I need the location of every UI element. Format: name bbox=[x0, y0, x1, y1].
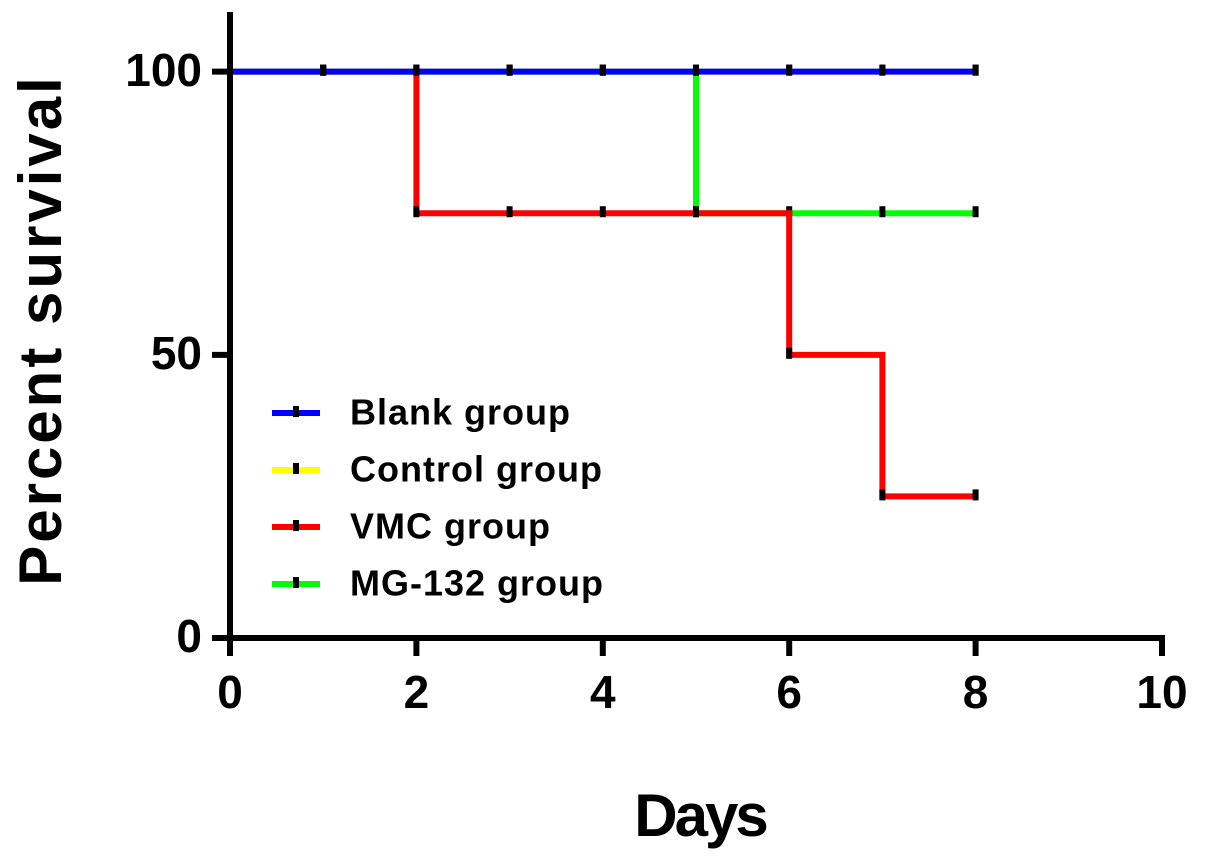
legend-tick bbox=[293, 406, 299, 417]
survival-line bbox=[230, 68, 976, 217]
censor-tick bbox=[599, 64, 606, 76]
censor-tick bbox=[506, 206, 513, 218]
censor-tick bbox=[786, 64, 793, 76]
censor-tick bbox=[879, 64, 886, 76]
censor-tick bbox=[879, 489, 886, 501]
y-tick-label: 50 bbox=[151, 327, 202, 379]
x-tick-label: 4 bbox=[590, 666, 616, 718]
y-axis-label: Percent survival bbox=[7, 74, 74, 586]
y-tick-label: 0 bbox=[176, 610, 202, 662]
legend-label: VMC group bbox=[350, 506, 551, 547]
legend-tick bbox=[293, 463, 299, 474]
x-tick-label: 0 bbox=[217, 666, 243, 718]
legend-tick bbox=[293, 520, 299, 531]
censor-tick bbox=[972, 206, 979, 218]
censor-tick bbox=[413, 206, 420, 218]
censor-tick bbox=[693, 206, 699, 218]
y-tick-label: 100 bbox=[125, 44, 202, 96]
censor-tick bbox=[413, 64, 420, 76]
censor-tick bbox=[320, 64, 327, 76]
x-tick-label: 8 bbox=[963, 666, 989, 718]
legend-tick bbox=[293, 577, 299, 588]
censor-tick bbox=[693, 64, 699, 76]
legend-label: Control group bbox=[350, 449, 603, 490]
legend-label: Blank group bbox=[350, 392, 571, 433]
x-tick-label: 2 bbox=[404, 666, 430, 718]
x-tick-label: 6 bbox=[776, 666, 802, 718]
censor-tick bbox=[879, 206, 886, 218]
x-axis-label: Days bbox=[634, 782, 766, 849]
survival-line bbox=[230, 68, 976, 500]
censor-tick bbox=[599, 206, 606, 218]
legend-label: MG-132 group bbox=[350, 563, 604, 604]
censor-tick bbox=[786, 347, 793, 359]
censor-tick bbox=[972, 489, 979, 501]
x-tick-label: 10 bbox=[1136, 666, 1187, 718]
censor-tick bbox=[972, 64, 979, 76]
censor-tick bbox=[506, 64, 513, 76]
